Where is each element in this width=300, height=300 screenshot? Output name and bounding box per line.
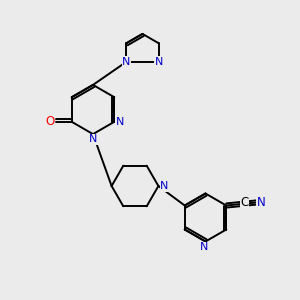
Text: N: N	[256, 196, 265, 209]
Text: N: N	[200, 242, 208, 253]
Text: N: N	[89, 134, 97, 145]
Text: N: N	[154, 57, 163, 67]
Text: N: N	[122, 57, 130, 67]
Text: N: N	[116, 117, 124, 127]
Text: C: C	[240, 196, 248, 209]
Text: O: O	[46, 115, 55, 128]
Text: N: N	[160, 181, 169, 191]
